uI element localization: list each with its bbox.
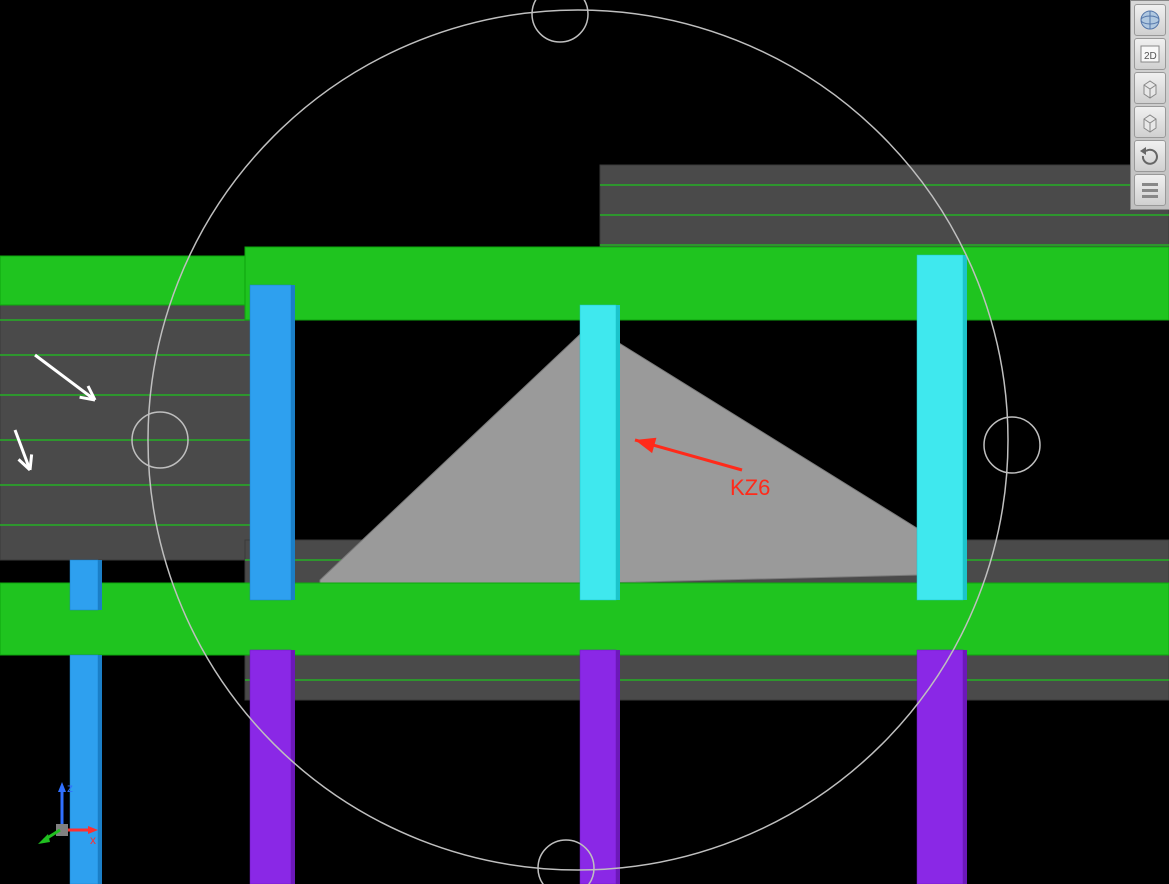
cube-front-icon[interactable]	[1134, 72, 1166, 104]
rotate-icon[interactable]	[1134, 140, 1166, 172]
view-toolbar: 2D	[1130, 0, 1169, 210]
2d-icon[interactable]: 2D	[1134, 38, 1166, 70]
list-icon[interactable]	[1134, 174, 1166, 206]
3d-viewport[interactable]	[0, 0, 1169, 884]
svg-text:2D: 2D	[1144, 51, 1157, 62]
globe-icon[interactable]	[1134, 4, 1166, 36]
cube-iso-icon[interactable]	[1134, 106, 1166, 138]
